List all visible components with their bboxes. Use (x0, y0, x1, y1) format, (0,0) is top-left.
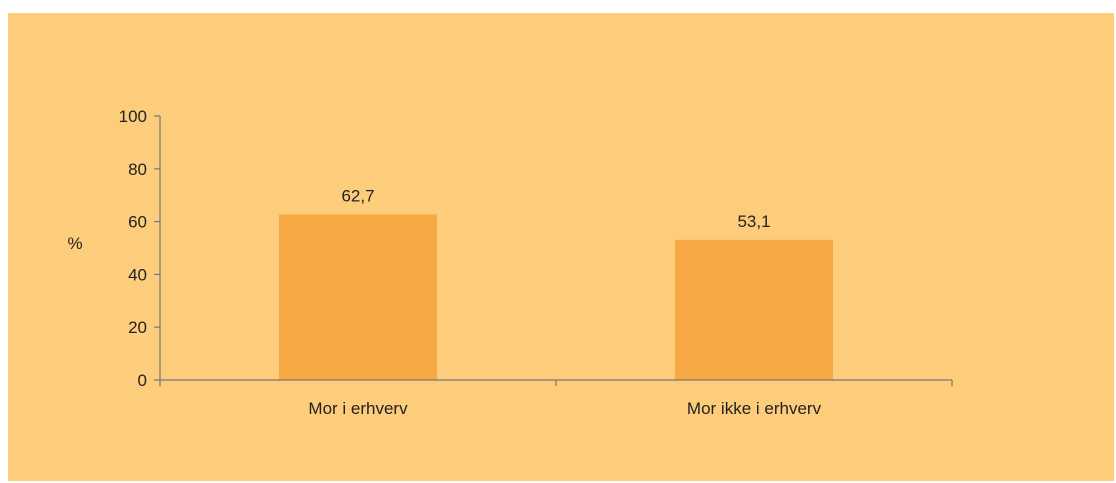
y-tick-label-40: 40 (128, 265, 147, 284)
chart-panel: % 62,7 Mor i erhverv 53,1 Mor ikke i erhver… (8, 13, 1114, 481)
y-tick-label-20: 20 (128, 318, 147, 337)
y-axis-label: % (67, 234, 82, 253)
y-tick-label-100: 100 (119, 107, 147, 126)
x-tick-label-2: Mor ikke i erhverv (687, 399, 822, 418)
bar-2 (675, 239, 833, 380)
data-label-1: 62,7 (341, 186, 374, 205)
bar-chart: % 62,7 Mor i erhverv 53,1 Mor ikke i erhver… (67, 107, 953, 418)
y-tick-label-80: 80 (128, 160, 147, 179)
data-label-2: 53,1 (737, 212, 770, 231)
y-tick-label-0: 0 (138, 371, 147, 390)
x-tick-label-1: Mor i erhverv (308, 399, 408, 418)
bar-1 (279, 214, 437, 380)
y-tick-label-60: 60 (128, 213, 147, 232)
